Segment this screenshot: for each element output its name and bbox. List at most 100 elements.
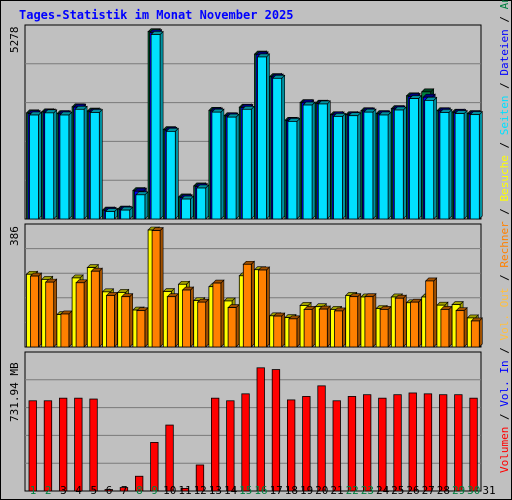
bar-rechner: [257, 266, 271, 348]
bar-seiten-side: [478, 110, 483, 220]
bar-seiten: [439, 108, 453, 220]
chart-bars: [25, 27, 484, 492]
bar-seiten: [150, 34, 161, 220]
bar-seiten-side: [433, 96, 438, 220]
bar-rechner: [364, 296, 374, 348]
bar-seiten: [59, 114, 70, 220]
legend-entry: Anfragen: [498, 0, 511, 9]
bar-seiten: [28, 111, 43, 220]
bar-volumen: [104, 489, 113, 492]
bar-seiten-side: [281, 74, 286, 220]
bar-seiten: [439, 112, 450, 220]
bar-seiten: [181, 198, 191, 220]
bar-rechner: [120, 292, 134, 348]
bar-seiten: [423, 96, 438, 220]
x-tick-label: 18: [285, 484, 298, 497]
bar-rechner: [44, 278, 58, 348]
x-tick-label: 27: [422, 484, 435, 497]
x-tick-label: 19: [300, 484, 313, 497]
x-tick-label: 4: [75, 484, 82, 497]
bar-rechner: [379, 309, 389, 348]
bar-seiten: [29, 114, 39, 220]
bar-seiten: [135, 194, 146, 220]
y-max-label-volume: 731.94 MB: [8, 362, 21, 422]
x-tick-label: 6: [106, 484, 113, 497]
bar-rechner: [318, 308, 328, 348]
bar-rechner-side: [144, 306, 149, 348]
x-tick-label: 26: [406, 484, 419, 497]
bar-rechner: [303, 305, 316, 348]
bar-volumen: [438, 394, 448, 492]
bar-seiten-side: [402, 106, 407, 220]
y-max-label-hits: 5278: [8, 27, 21, 54]
bar-rechner: [349, 296, 359, 348]
bar-volumen: [134, 475, 144, 492]
x-tick-label: 2: [45, 484, 52, 497]
bar-volumen: [271, 369, 281, 492]
bar-rechner: [29, 272, 43, 348]
x-tick-label: 8: [136, 484, 143, 497]
x-tick-label: 22: [346, 484, 359, 497]
bar-rechner: [30, 275, 39, 348]
bar-rechner: [151, 230, 161, 348]
y-max-label-visits: 386: [8, 226, 21, 246]
x-tick-label: 16: [254, 484, 267, 497]
bar-rechner: [90, 267, 104, 348]
bar-rechner-side: [205, 298, 209, 348]
bar-seiten-side: [372, 108, 377, 220]
legend-entry: Vol. Out: [498, 288, 511, 341]
bar-seiten: [226, 116, 237, 220]
bar-seiten-side: [251, 105, 255, 220]
bar-rechner: [272, 312, 286, 348]
bar-rechner: [288, 315, 301, 348]
bar-seiten-side: [190, 195, 194, 220]
bar-rechner: [440, 305, 453, 348]
bar-rechner: [318, 305, 332, 348]
bar-rechner: [424, 277, 438, 348]
bar-seiten: [302, 101, 316, 220]
legend-entry: Seiten: [498, 95, 511, 135]
bar-rechner: [212, 282, 222, 348]
x-tick-label: 12: [194, 484, 207, 497]
x-tick-label: 14: [224, 484, 238, 497]
bar-seiten: [241, 105, 256, 220]
bar-seiten-side: [296, 117, 301, 220]
bar-seiten: [454, 109, 468, 220]
bar-volumen: [256, 367, 265, 492]
bar-rechner: [136, 310, 146, 348]
bar-rechner: [196, 298, 210, 348]
bar-seiten: [89, 112, 100, 220]
bar-rechner: [166, 292, 180, 348]
chart-title: Tages-Statistik im Monat November 2025: [19, 8, 294, 22]
bar-rechner-side: [387, 305, 392, 348]
bar-rechner-side: [372, 292, 377, 348]
bar-seiten-side: [235, 113, 240, 220]
x-tick-label: 28: [437, 484, 450, 497]
bar-seiten-side: [418, 94, 422, 220]
bar-seiten: [287, 121, 298, 220]
bar-rechner: [166, 296, 176, 348]
bar-rechner: [181, 286, 195, 348]
legend-entry: /: [498, 407, 511, 427]
bar-rechner-side: [159, 226, 164, 348]
bar-rechner: [182, 289, 191, 348]
bar-volumen: [241, 393, 250, 492]
bar-seiten: [302, 104, 313, 220]
bar-seiten: [393, 106, 408, 220]
bar-seiten: [211, 108, 225, 220]
bar-volumen: [347, 396, 357, 492]
bar-rechner-side: [175, 292, 179, 348]
bar-seiten: [409, 98, 419, 220]
bar-rechner: [440, 309, 450, 348]
bar-seiten: [378, 111, 392, 220]
bar-seiten-side: [175, 127, 179, 220]
bar-volumen: [317, 385, 326, 492]
x-tick-label: 7: [121, 484, 128, 497]
bar-rechner-side: [448, 305, 453, 348]
bar-rechner-side: [311, 305, 316, 348]
bar-rechner-side: [129, 292, 133, 348]
bar-seiten-side: [463, 109, 468, 220]
bar-volumen: [89, 398, 98, 492]
bar-rechner: [45, 281, 55, 348]
bar-volumen: [302, 396, 311, 492]
